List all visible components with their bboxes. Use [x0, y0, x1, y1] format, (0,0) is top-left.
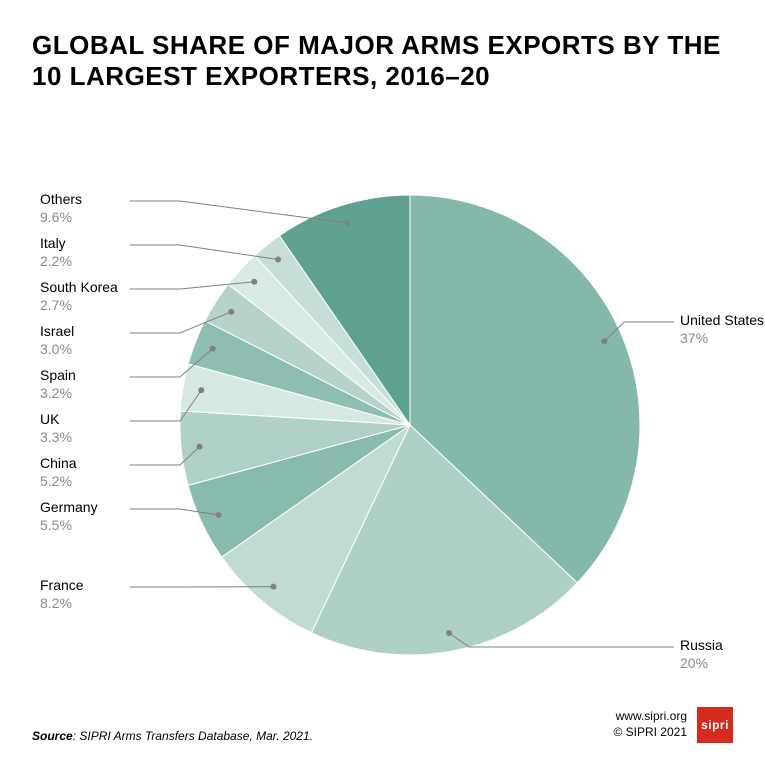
slice-label-pct: 2.7%	[40, 296, 118, 314]
slice-label-name: Others	[40, 190, 82, 208]
slice-label-name: Israel	[40, 322, 74, 340]
source-prefix: Source	[32, 729, 73, 743]
slice-label-pct: 2.2%	[40, 252, 72, 270]
slice-label-name: Germany	[40, 498, 98, 516]
slice-label-name: Russia	[680, 636, 723, 654]
slice-label: Others9.6%	[40, 190, 82, 226]
slice-label-pct: 3.0%	[40, 340, 74, 358]
slice-label-name: China	[40, 454, 77, 472]
leader-dot	[446, 630, 452, 636]
pie-chart-area: United States37% Russia20% France8.2% Germa…	[0, 150, 765, 690]
slice-label-name: France	[40, 576, 84, 594]
slice-label-pct: 3.3%	[40, 428, 72, 446]
slice-label: France8.2%	[40, 576, 84, 612]
slice-label: China5.2%	[40, 454, 77, 490]
slice-label: South Korea2.7%	[40, 278, 118, 314]
slice-label-pct: 3.2%	[40, 384, 76, 402]
credit-copyright: © SIPRI 2021	[613, 725, 687, 741]
slice-label-pct: 8.2%	[40, 594, 84, 612]
footer: Source: SIPRI Arms Transfers Database, M…	[32, 707, 733, 743]
slice-label: Russia20%	[680, 636, 723, 672]
chart-title: GLOBAL SHARE OF MAJOR ARMS EXPORTS BY TH…	[32, 30, 733, 92]
pie-chart-svg	[0, 150, 765, 690]
slice-label-pct: 20%	[680, 654, 723, 672]
slice-label-name: Spain	[40, 366, 76, 384]
slice-label-pct: 5.2%	[40, 472, 77, 490]
slice-label-name: Italy	[40, 234, 72, 252]
slice-label: United States37%	[680, 311, 764, 347]
slice-label: Israel3.0%	[40, 322, 74, 358]
infographic-container: GLOBAL SHARE OF MAJOR ARMS EXPORTS BY TH…	[0, 0, 765, 763]
slice-label-pct: 5.5%	[40, 516, 98, 534]
source-text: Source: SIPRI Arms Transfers Database, M…	[32, 729, 313, 743]
slice-label-pct: 9.6%	[40, 208, 82, 226]
credit-url: www.sipri.org	[613, 709, 687, 725]
credit-wrap: www.sipri.org © SIPRI 2021 sipri	[613, 707, 733, 743]
sipri-logo: sipri	[697, 707, 733, 743]
slice-label-pct: 37%	[680, 329, 764, 347]
slice-label: Germany5.5%	[40, 498, 98, 534]
slice-label: UK3.3%	[40, 410, 72, 446]
slice-label: Spain3.2%	[40, 366, 76, 402]
source-body: : SIPRI Arms Transfers Database, Mar. 20…	[73, 729, 313, 743]
slice-label-name: UK	[40, 410, 72, 428]
slice-label-name: United States	[680, 311, 764, 329]
slice-label: Italy2.2%	[40, 234, 72, 270]
slice-label-name: South Korea	[40, 278, 118, 296]
credit-text: www.sipri.org © SIPRI 2021	[613, 709, 687, 740]
